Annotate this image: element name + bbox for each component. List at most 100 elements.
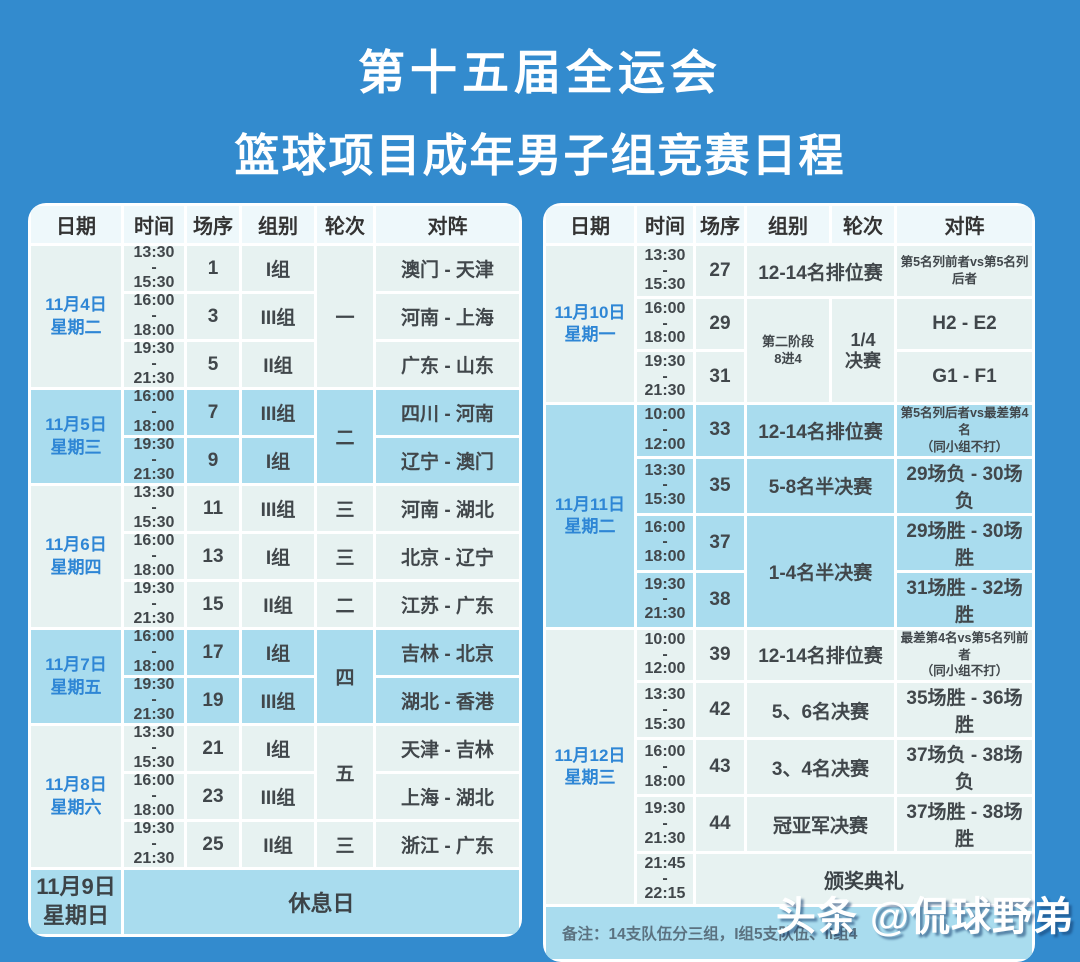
- table-row: 19:30 - 21:30 5 II组 广东 - 山东: [31, 342, 519, 387]
- round-cell: 二: [317, 582, 373, 627]
- matchup-cell: 天津 - 吉林: [376, 726, 519, 771]
- table-row: 19:30 - 21:30 19 III组 湖北 - 香港: [31, 678, 519, 723]
- matchup-cell: 第5名列后者vs最差第4名 （同小组不打）: [897, 405, 1032, 456]
- table-row: 11月12日 星期三 10:00 - 12:00 39 12-14名排位赛 最差…: [546, 629, 1032, 905]
- game-no-cell: 7: [187, 390, 239, 435]
- time-cell: 16:00 - 18:00: [124, 534, 184, 579]
- date-cell: 11月5日 星期三: [31, 390, 121, 483]
- table-row: 16:00 - 18:00 29 第二阶段 8进4 1/4 决赛 H2 - E2: [546, 299, 1032, 402]
- group-cell: I组: [242, 534, 314, 579]
- page-title: 第十五届全运会 篮球项目成年男子组竞赛日程: [0, 34, 1080, 184]
- title-line-1: 第十五届全运会: [358, 46, 722, 99]
- time-cell: 19:30 - 21:30: [124, 342, 184, 387]
- time-cell: 16:00 - 18:00: [637, 299, 693, 349]
- time-cell: 21:45 - 22:15: [637, 854, 693, 905]
- game-no-cell: 31: [696, 352, 744, 402]
- matchup-cell: 35场胜 - 36场胜: [897, 683, 1032, 738]
- game-no-cell: 23: [187, 774, 239, 819]
- stage-cell: 冠亚军决赛: [747, 797, 894, 852]
- table-row: 11月4日 星期二 13:30 - 15:30 1 I组 一 澳门 - 天津: [31, 246, 519, 387]
- group-cell: III组: [242, 774, 314, 819]
- game-no-cell: 17: [187, 630, 239, 675]
- col-header-round: 轮次: [317, 206, 373, 243]
- table-row: 19:30 - 21:30 44 冠亚军决赛 37场胜 - 38场胜: [546, 797, 1032, 852]
- stage-cell: 12-14名排位赛: [747, 405, 894, 456]
- matchup-cell: 最差第4名vs第5名列前者 （同小组不打）: [897, 629, 1032, 681]
- round-cell: 五: [317, 726, 373, 819]
- table-row: 19:30 - 21:30 15 II组 二 江苏 - 广东: [31, 582, 519, 627]
- matchup-cell: 29场胜 - 30场胜: [897, 515, 1032, 570]
- time-cell: 13:30 - 15:30: [637, 458, 693, 513]
- col-header-game-no: 场序: [696, 206, 744, 243]
- group-cell: III组: [242, 390, 314, 435]
- watermark: 头条 @侃球野弟: [775, 895, 1074, 939]
- table-row: 16:00 - 18:00 3 III组 河南 - 上海: [31, 294, 519, 339]
- round-cell: 三: [317, 822, 373, 867]
- time-cell: 19:30 - 21:30: [637, 572, 693, 627]
- game-no-cell: 9: [187, 438, 239, 483]
- col-header-date: 日期: [31, 206, 121, 243]
- stage-cell: 1-4名半决赛: [747, 515, 894, 627]
- matchup-cell: 辽宁 - 澳门: [376, 438, 519, 483]
- game-no-cell: 13: [187, 534, 239, 579]
- matchup-cell: 河南 - 湖北: [376, 486, 519, 531]
- matchup-cell: 浙江 - 广东: [376, 822, 519, 867]
- matchup-cell: 湖北 - 香港: [376, 678, 519, 723]
- round-cell: 1/4 决赛: [832, 299, 894, 402]
- round-cell: 二: [317, 390, 373, 483]
- matchup-cell: 吉林 - 北京: [376, 630, 519, 675]
- date-cell: 11月4日 星期二: [31, 246, 121, 387]
- matchup-cell: 29场负 - 30场负: [897, 458, 1032, 513]
- date-cell: 11月10日 星期一: [546, 246, 634, 402]
- game-no-cell: 1: [187, 246, 239, 291]
- group-cell: I组: [242, 438, 314, 483]
- table-row: 21:45 - 22:15 颁奖典礼: [546, 854, 1032, 905]
- time-cell: 13:30 - 15:30: [124, 486, 184, 531]
- group-cell: II组: [242, 822, 314, 867]
- matchup-cell: 31场胜 - 32场胜: [897, 572, 1032, 627]
- game-no-cell: 35: [696, 458, 744, 513]
- time-cell: 19:30 - 21:30: [124, 822, 184, 867]
- group-cell: III组: [242, 486, 314, 531]
- time-cell: 16:00 - 18:00: [124, 630, 184, 675]
- table-row: 11月8日 星期六 13:30 - 15:30 21 I组 五 天津 - 吉林: [31, 726, 519, 867]
- header-row: 日期 时间 场序 组别 轮次 对阵: [31, 206, 519, 243]
- col-header-date: 日期: [546, 206, 634, 243]
- group-cell: I组: [242, 630, 314, 675]
- col-header-group: 组别: [747, 206, 829, 243]
- stage-cell: 12-14名排位赛: [747, 629, 894, 681]
- game-no-cell: 29: [696, 299, 744, 349]
- time-cell: 16:00 - 18:00: [124, 390, 184, 435]
- time-cell: 10:00 - 12:00: [637, 405, 693, 456]
- time-cell: 16:00 - 18:00: [637, 740, 693, 795]
- game-no-cell: 43: [696, 740, 744, 795]
- group-cell: 第二阶段 8进4: [747, 299, 829, 402]
- col-header-game-no: 场序: [187, 206, 239, 243]
- round-cell: 一: [317, 246, 373, 387]
- time-cell: 13:30 - 15:30: [124, 726, 184, 771]
- matchup-cell: 上海 - 湖北: [376, 774, 519, 819]
- header-row: 日期 时间 场序 组别 轮次 对阵: [546, 206, 1032, 243]
- time-cell: 19:30 - 21:30: [124, 678, 184, 723]
- matchup-cell: 37场胜 - 38场胜: [897, 797, 1032, 852]
- date-cell: 11月11日 星期二: [546, 405, 634, 627]
- game-no-cell: 42: [696, 683, 744, 738]
- time-cell: 10:00 - 12:00: [637, 629, 693, 681]
- matchup-cell: 第5名列前者vs第5名列后者: [897, 246, 1032, 296]
- date-cell: 11月9日 星期日: [31, 870, 121, 934]
- time-cell: 16:00 - 18:00: [124, 294, 184, 339]
- table-row: 19:30 - 21:30 38 31场胜 - 32场胜: [546, 572, 1032, 627]
- table-row: 19:30 - 21:30 9 I组 辽宁 - 澳门: [31, 438, 519, 483]
- date-cell: 11月7日 星期五: [31, 630, 121, 723]
- col-header-matchup: 对阵: [897, 206, 1032, 243]
- stage-cell: 5、6名决赛: [747, 683, 894, 738]
- time-cell: 16:00 - 18:00: [124, 774, 184, 819]
- matchup-cell: 四川 - 河南: [376, 390, 519, 435]
- time-cell: 19:30 - 21:30: [124, 438, 184, 483]
- table-row: 16:00 - 18:00 43 3、4名决赛 37场负 - 38场负: [546, 740, 1032, 795]
- stage-cell: 5-8名半决赛: [747, 458, 894, 513]
- col-header-round: 轮次: [832, 206, 894, 243]
- game-no-cell: 27: [696, 246, 744, 296]
- game-no-cell: 39: [696, 629, 744, 681]
- time-cell: 13:30 - 15:30: [637, 246, 693, 296]
